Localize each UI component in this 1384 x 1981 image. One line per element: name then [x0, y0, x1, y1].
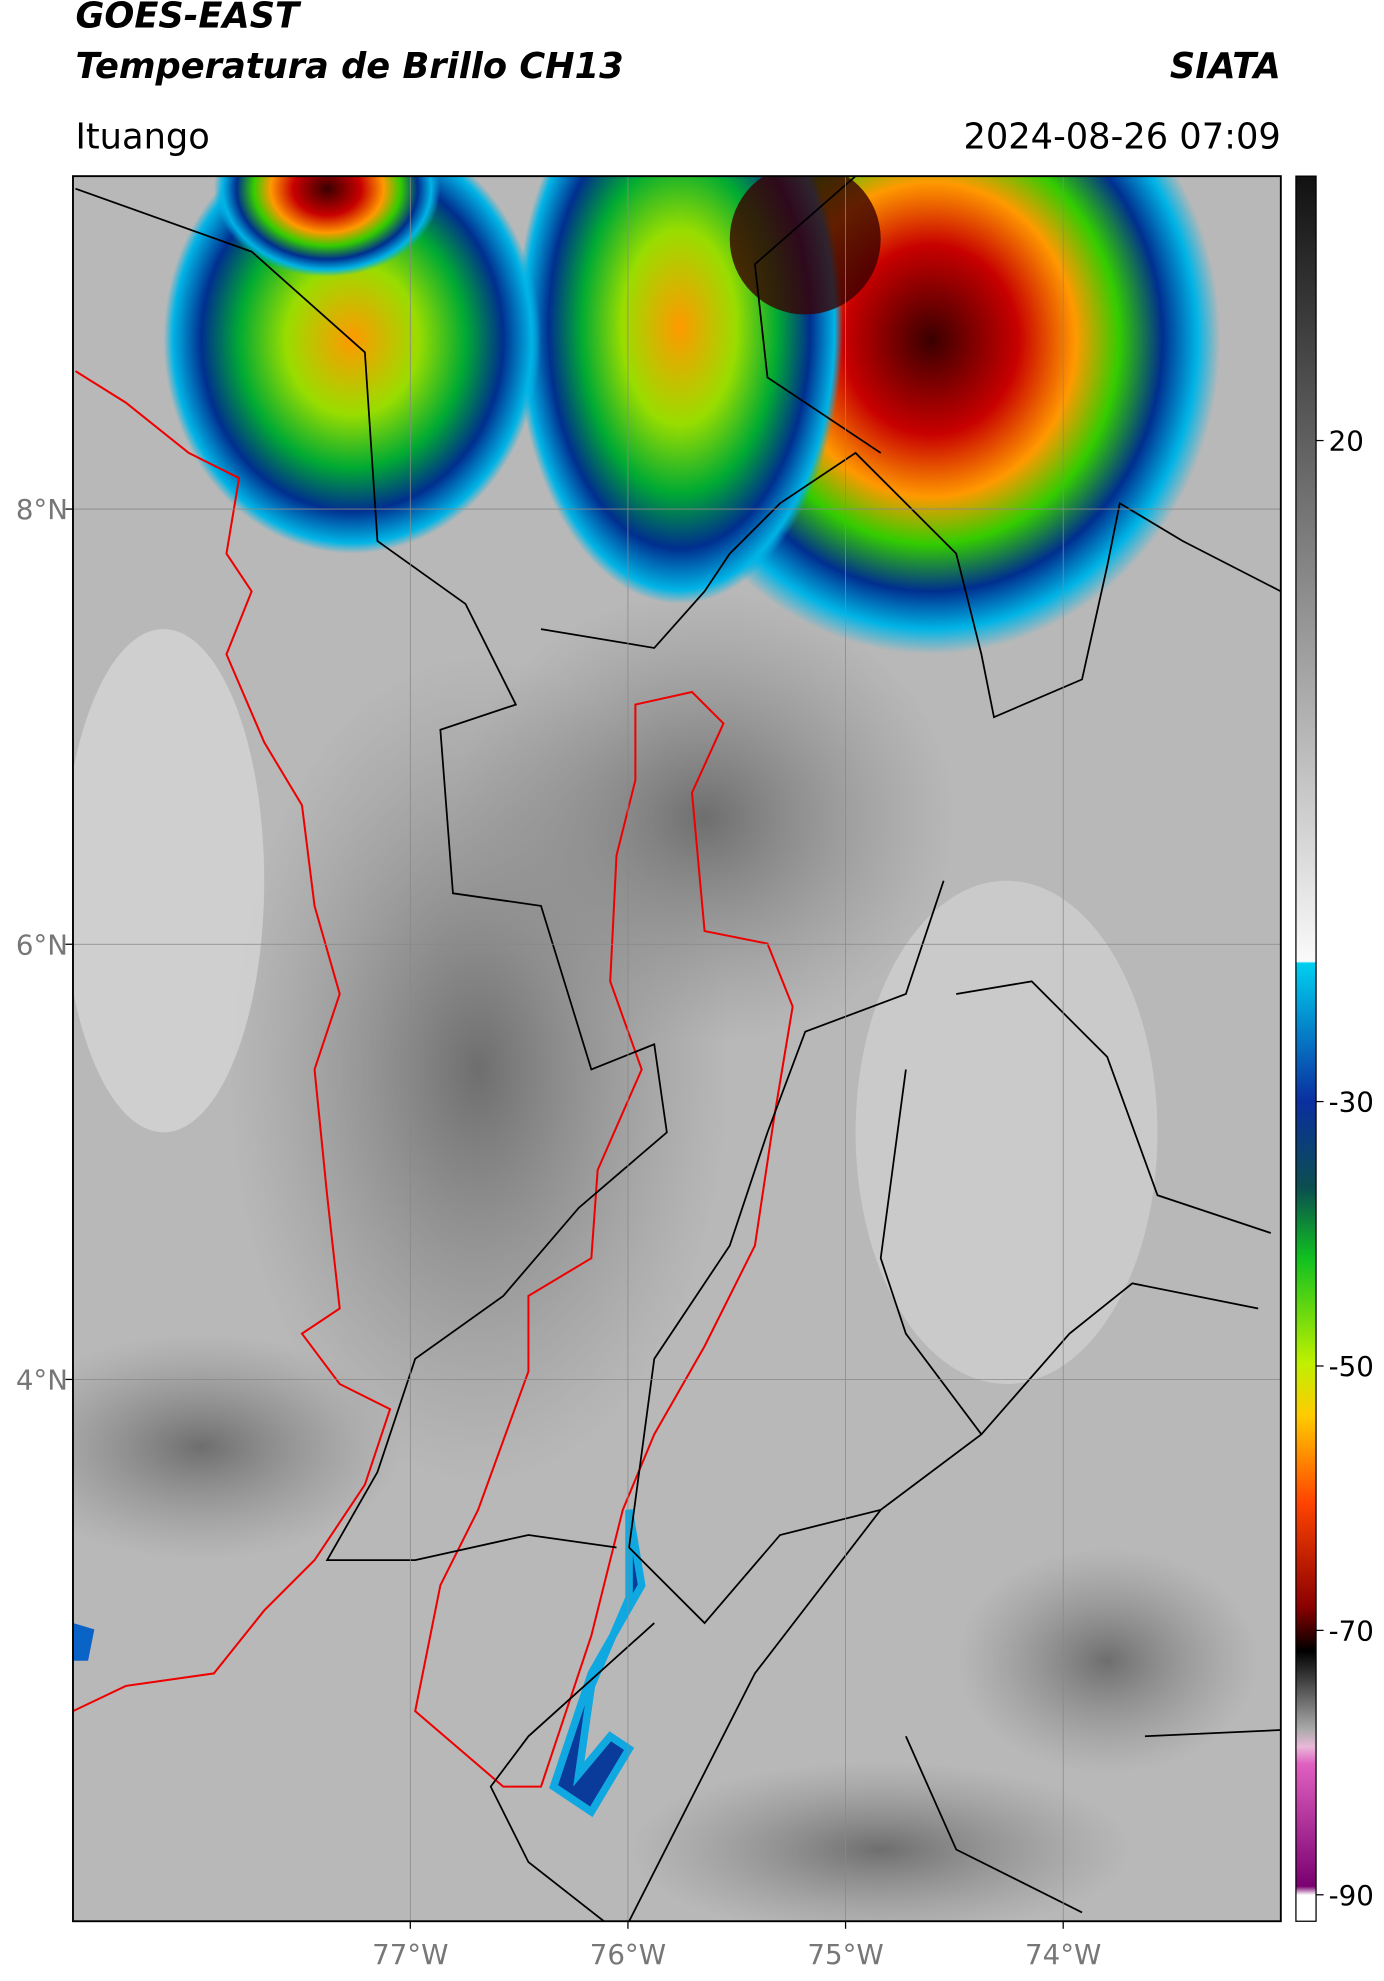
y-tick-label: 8°N	[16, 493, 68, 526]
cloud	[629, 1761, 1133, 1922]
storm	[549, 1509, 646, 1818]
x-tick-label: 74°W	[1025, 1938, 1101, 1971]
title-product: Temperatura de Brillo CH13	[75, 46, 623, 87]
boundary	[75, 176, 1281, 1922]
map-axes: 77°W 76°W 75°W 74°W 8°N 6°N 4°N	[16, 493, 1102, 1971]
cloud	[452, 591, 957, 1045]
datetime: 2024-08-26 07:09	[963, 116, 1280, 157]
colorbar-tick-label: -30	[1329, 1086, 1374, 1119]
coastline	[72, 370, 392, 1713]
region: Ituango	[75, 116, 209, 157]
colorbar-tick-label: 20	[1329, 425, 1364, 458]
x-tick-label: 76°W	[590, 1938, 666, 1971]
storm	[163, 176, 541, 554]
basin-outline	[414, 690, 794, 1788]
y-tick-label: 6°N	[16, 928, 68, 961]
colorbar-tick-label: -50	[1329, 1350, 1374, 1383]
title-satellite: GOES-EAST	[75, 0, 302, 37]
storm-core	[729, 176, 881, 315]
x-tick-label: 75°W	[807, 1938, 883, 1971]
colorbar-tick-label: -90	[1329, 1879, 1374, 1912]
graticule	[72, 176, 1281, 1922]
cloud	[72, 1333, 403, 1561]
colorbar-tick-label: -70	[1329, 1614, 1374, 1647]
map	[72, 176, 1281, 1922]
storm	[213, 176, 441, 277]
y-tick-label: 4°N	[16, 1363, 68, 1396]
title-agency: SIATA	[1170, 46, 1281, 87]
colorbar	[1295, 175, 1317, 1922]
cloud	[956, 1547, 1259, 1775]
storm	[515, 176, 843, 604]
cloud	[855, 880, 1158, 1384]
storm	[72, 1623, 95, 1661]
x-tick-label: 77°W	[372, 1938, 448, 1971]
colorbar-ticks: 20 -30 -50 -70 -90	[1316, 425, 1374, 1912]
cloud	[72, 629, 265, 1133]
map-frame	[72, 175, 1282, 1923]
